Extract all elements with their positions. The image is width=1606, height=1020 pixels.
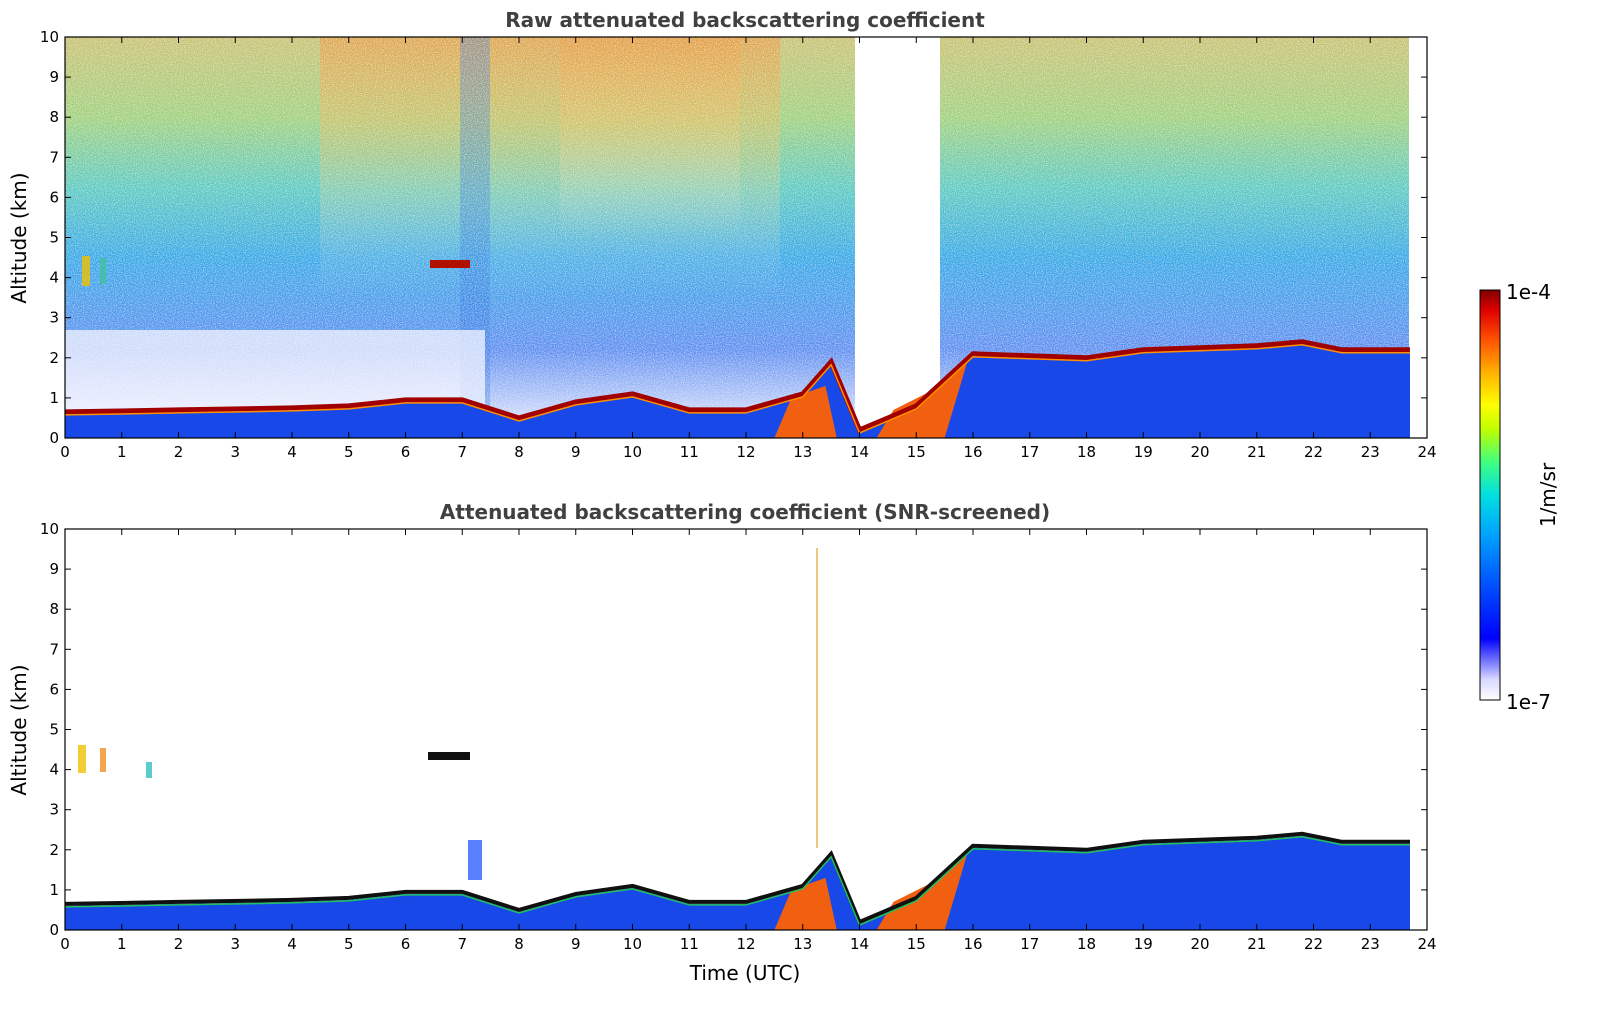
x-axis-label: Time (UTC) xyxy=(689,961,801,985)
x-tick-label: 10 xyxy=(623,935,642,953)
x-tick-label: 17 xyxy=(1020,443,1039,461)
colorbar-gradient xyxy=(1479,289,1501,701)
y-tick-label: 2 xyxy=(49,841,59,859)
y-tick-label: 0 xyxy=(49,921,59,939)
x-tick-label: 20 xyxy=(1190,935,1209,953)
x-tick-label: 1 xyxy=(117,935,127,953)
y-tick-label: 4 xyxy=(49,761,59,779)
y-tick-label: 6 xyxy=(49,680,59,698)
x-tick-label: 4 xyxy=(287,443,297,461)
x-tick-label: 9 xyxy=(571,443,581,461)
x-tick-label: 8 xyxy=(514,443,524,461)
x-tick-label: 17 xyxy=(1020,935,1039,953)
y-tick-label: 8 xyxy=(49,108,59,126)
y-tick-label: 10 xyxy=(40,28,59,46)
y-tick-label: 3 xyxy=(49,309,59,327)
y-tick-label: 7 xyxy=(49,148,59,166)
x-tick-label: 14 xyxy=(850,935,869,953)
x-tick-label: 19 xyxy=(1134,935,1153,953)
y-tick-label: 10 xyxy=(40,520,59,538)
y-tick-label: 7 xyxy=(49,640,59,658)
y-tick-label: 4 xyxy=(49,269,59,287)
x-tick-label: 3 xyxy=(230,935,240,953)
x-tick-label: 1 xyxy=(117,443,127,461)
colorbar-max-label: 1e-4 xyxy=(1506,280,1551,304)
x-tick-label: 2 xyxy=(174,935,184,953)
x-tick-label: 8 xyxy=(514,935,524,953)
x-tick-label: 21 xyxy=(1247,443,1266,461)
x-tick-label: 7 xyxy=(457,935,467,953)
colorbar-min-label: 1e-7 xyxy=(1506,690,1551,714)
y-tick-label: 2 xyxy=(49,349,59,367)
x-tick-label: 12 xyxy=(736,443,755,461)
x-tick-label: 9 xyxy=(571,935,581,953)
x-tick-label: 0 xyxy=(60,935,70,953)
y-tick-label: 6 xyxy=(49,188,59,206)
x-tick-label: 18 xyxy=(1077,443,1096,461)
x-tick-label: 16 xyxy=(963,443,982,461)
x-tick-label: 15 xyxy=(907,935,926,953)
x-tick-label: 12 xyxy=(736,935,755,953)
axes: 0 1 2 3 4 5 6 7 8 9 10 11 12 13 14 15 16 17 18 19 20 21 22 23 24… xyxy=(40,520,1437,953)
x-tick-label: 24 xyxy=(1417,935,1436,953)
x-tick-label: 16 xyxy=(963,935,982,953)
x-tick-label: 23 xyxy=(1361,935,1380,953)
panel-raw: Raw attenuated backscattering coefficien… xyxy=(7,8,1437,461)
x-tick-label: 7 xyxy=(457,443,467,461)
y-axis-label: Altitude (km) xyxy=(7,172,31,303)
y-tick-label: 9 xyxy=(49,560,59,578)
x-tick-label: 18 xyxy=(1077,935,1096,953)
heatmap-image xyxy=(65,37,1410,438)
y-tick-label: 8 xyxy=(49,600,59,618)
y-tick-label: 0 xyxy=(49,429,59,447)
x-tick-label: 10 xyxy=(623,443,642,461)
x-tick-label: 14 xyxy=(850,443,869,461)
x-tick-label: 5 xyxy=(344,443,354,461)
x-tick-label: 4 xyxy=(287,935,297,953)
x-tick-label: 24 xyxy=(1417,443,1436,461)
y-tick-label: 5 xyxy=(49,229,59,247)
axes: 0 1 2 3 4 5 6 7 8 9 10 11 12 13 14 15 16 17 18 19 20 21 22 23 24… xyxy=(40,28,1437,461)
x-tick-label: 11 xyxy=(680,443,699,461)
x-tick-label: 15 xyxy=(907,443,926,461)
x-tick-label: 0 xyxy=(60,443,70,461)
y-tick-label: 1 xyxy=(49,881,59,899)
colorbar-label: 1/m/sr xyxy=(1536,462,1560,527)
colorbar: 1e-4 1e-7 1/m/sr xyxy=(1479,280,1560,714)
x-tick-label: 20 xyxy=(1190,443,1209,461)
x-tick-label: 6 xyxy=(401,935,411,953)
x-tick-label: 22 xyxy=(1304,443,1323,461)
x-tick-label: 21 xyxy=(1247,935,1266,953)
x-tick-label: 23 xyxy=(1361,443,1380,461)
y-tick-label: 5 xyxy=(49,721,59,739)
x-tick-label: 6 xyxy=(401,443,411,461)
panel-screened: Attenuated backscattering coefficient (S… xyxy=(7,500,1437,985)
x-tick-label: 3 xyxy=(230,443,240,461)
chart-title: Raw attenuated backscattering coefficien… xyxy=(505,8,985,32)
y-axis-label: Altitude (km) xyxy=(7,664,31,795)
chart-title: Attenuated backscattering coefficient (S… xyxy=(440,500,1050,524)
x-tick-label: 13 xyxy=(793,935,812,953)
x-tick-label: 19 xyxy=(1134,443,1153,461)
x-tick-label: 22 xyxy=(1304,935,1323,953)
heatmap-image xyxy=(65,548,1410,930)
y-tick-label: 3 xyxy=(49,801,59,819)
y-tick-label: 9 xyxy=(49,68,59,86)
x-tick-label: 11 xyxy=(680,935,699,953)
y-tick-label: 1 xyxy=(49,389,59,407)
x-tick-label: 2 xyxy=(174,443,184,461)
x-tick-label: 13 xyxy=(793,443,812,461)
x-tick-label: 5 xyxy=(344,935,354,953)
